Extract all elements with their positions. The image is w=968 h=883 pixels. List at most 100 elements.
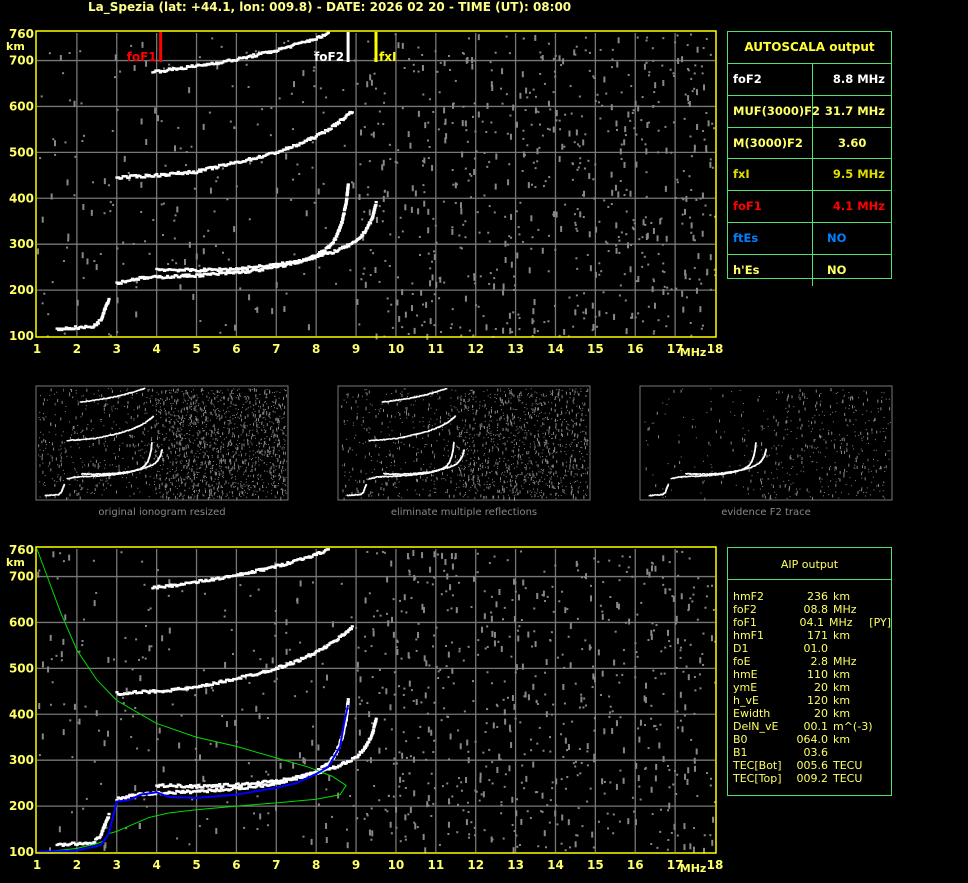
y-tick-label: 200	[9, 799, 34, 813]
noise-dot	[544, 180, 547, 183]
noise-dot	[605, 92, 608, 95]
noise-dot	[668, 640, 671, 643]
noise-dot	[133, 436, 135, 438]
noise-dot	[253, 474, 255, 478]
trace-point-F_extraordinary	[371, 731, 375, 735]
trace-point-F_extraordinary	[374, 719, 378, 723]
noise-dot	[277, 426, 279, 430]
noise-dot	[255, 400, 257, 402]
trace-point-F_second_hop	[291, 662, 296, 665]
noise-dot	[350, 181, 353, 184]
noise-dot	[662, 755, 665, 762]
noise-dot	[637, 775, 640, 782]
noise-dot	[352, 804, 355, 807]
noise-dot	[77, 443, 79, 445]
noise-dot	[555, 211, 558, 218]
noise-dot	[265, 401, 267, 403]
trace-point-F_second_hop	[335, 123, 339, 126]
noise-dot	[274, 465, 276, 467]
noise-dot	[283, 438, 285, 440]
noise-dot	[313, 66, 316, 69]
trace-point-F_second_hop	[169, 690, 173, 693]
noise-dot	[205, 410, 207, 414]
noise-dot	[273, 401, 275, 403]
trace-point-F_second_hop	[304, 139, 309, 143]
noise-dot	[233, 461, 235, 463]
trace-point-F_extraordinary	[227, 269, 231, 272]
noise-dot	[467, 836, 470, 839]
noise-dot	[199, 442, 201, 446]
noise-dot	[372, 630, 375, 637]
noise-dot	[369, 757, 372, 764]
noise-dot	[513, 275, 516, 278]
trace-point-F_third_hop	[280, 562, 284, 566]
trace-point-F_third_hop	[240, 573, 244, 577]
noise-dot	[641, 95, 644, 98]
trace-point-F_extraordinary	[274, 262, 279, 266]
trace-point-F_third_hop	[151, 587, 155, 590]
noise-dot	[187, 495, 189, 499]
noise-dot	[64, 447, 66, 449]
trace-point-F_extraordinary	[307, 258, 311, 261]
noise-dot	[597, 101, 600, 104]
trace-point-F_ordinary	[115, 798, 119, 802]
trace-point-F_ordinary	[224, 272, 228, 276]
trace-point-F_second_hop	[303, 656, 307, 660]
noise-dot	[470, 605, 473, 608]
noise-dot	[617, 191, 620, 198]
noise-dot	[164, 484, 166, 488]
noise-dot	[186, 478, 188, 480]
trace-point-F_extraordinary	[330, 767, 334, 770]
noise-dot	[260, 161, 263, 164]
noise-dot	[229, 419, 231, 423]
noise-dot	[81, 412, 83, 416]
noise-dot	[507, 243, 510, 246]
noise-dot	[522, 129, 525, 132]
noise-dot	[632, 228, 635, 231]
noise-dot	[188, 241, 191, 248]
noise-dot	[450, 553, 453, 560]
noise-dot	[687, 95, 690, 102]
noise-dot	[283, 470, 285, 472]
noise-dot	[69, 719, 72, 722]
noise-dot	[160, 120, 163, 123]
noise-dot	[303, 758, 306, 765]
noise-dot	[589, 265, 592, 272]
noise-dot	[284, 661, 287, 664]
noise-dot	[98, 441, 100, 445]
noise-dot	[278, 467, 280, 469]
noise-dot	[564, 787, 567, 790]
noise-dot	[138, 823, 141, 830]
noise-dot	[581, 825, 584, 828]
noise-dot	[195, 485, 197, 487]
noise-dot	[584, 36, 587, 39]
noise-dot	[116, 408, 118, 410]
noise-dot	[228, 466, 230, 470]
noise-dot	[485, 324, 488, 331]
trace-point-F_second_hop	[257, 154, 262, 158]
noise-dot	[43, 450, 45, 452]
noise-dot	[49, 461, 51, 465]
noise-dot	[229, 459, 231, 463]
noise-dot	[103, 443, 105, 445]
noise-dot	[255, 460, 257, 464]
trace-point-F_second_hop	[222, 163, 226, 166]
trace-point-E	[73, 325, 78, 328]
noise-dot	[690, 33, 693, 36]
noise-dot	[607, 205, 610, 208]
noise-dot	[643, 695, 646, 702]
noise-dot	[317, 803, 320, 806]
noise-dot	[159, 403, 161, 405]
noise-dot	[173, 415, 175, 417]
noise-dot	[211, 430, 213, 434]
trace-point-F_extraordinary	[156, 785, 160, 788]
noise-dot	[498, 588, 501, 595]
x-tick-label: 14	[547, 342, 564, 356]
noise-dot	[514, 581, 517, 584]
noise-dot	[475, 790, 478, 793]
noise-dot	[259, 421, 261, 423]
noise-dot	[184, 399, 186, 401]
noise-dot	[98, 439, 100, 443]
trace-point-F_ordinary	[323, 249, 327, 253]
noise-dot	[705, 273, 708, 276]
